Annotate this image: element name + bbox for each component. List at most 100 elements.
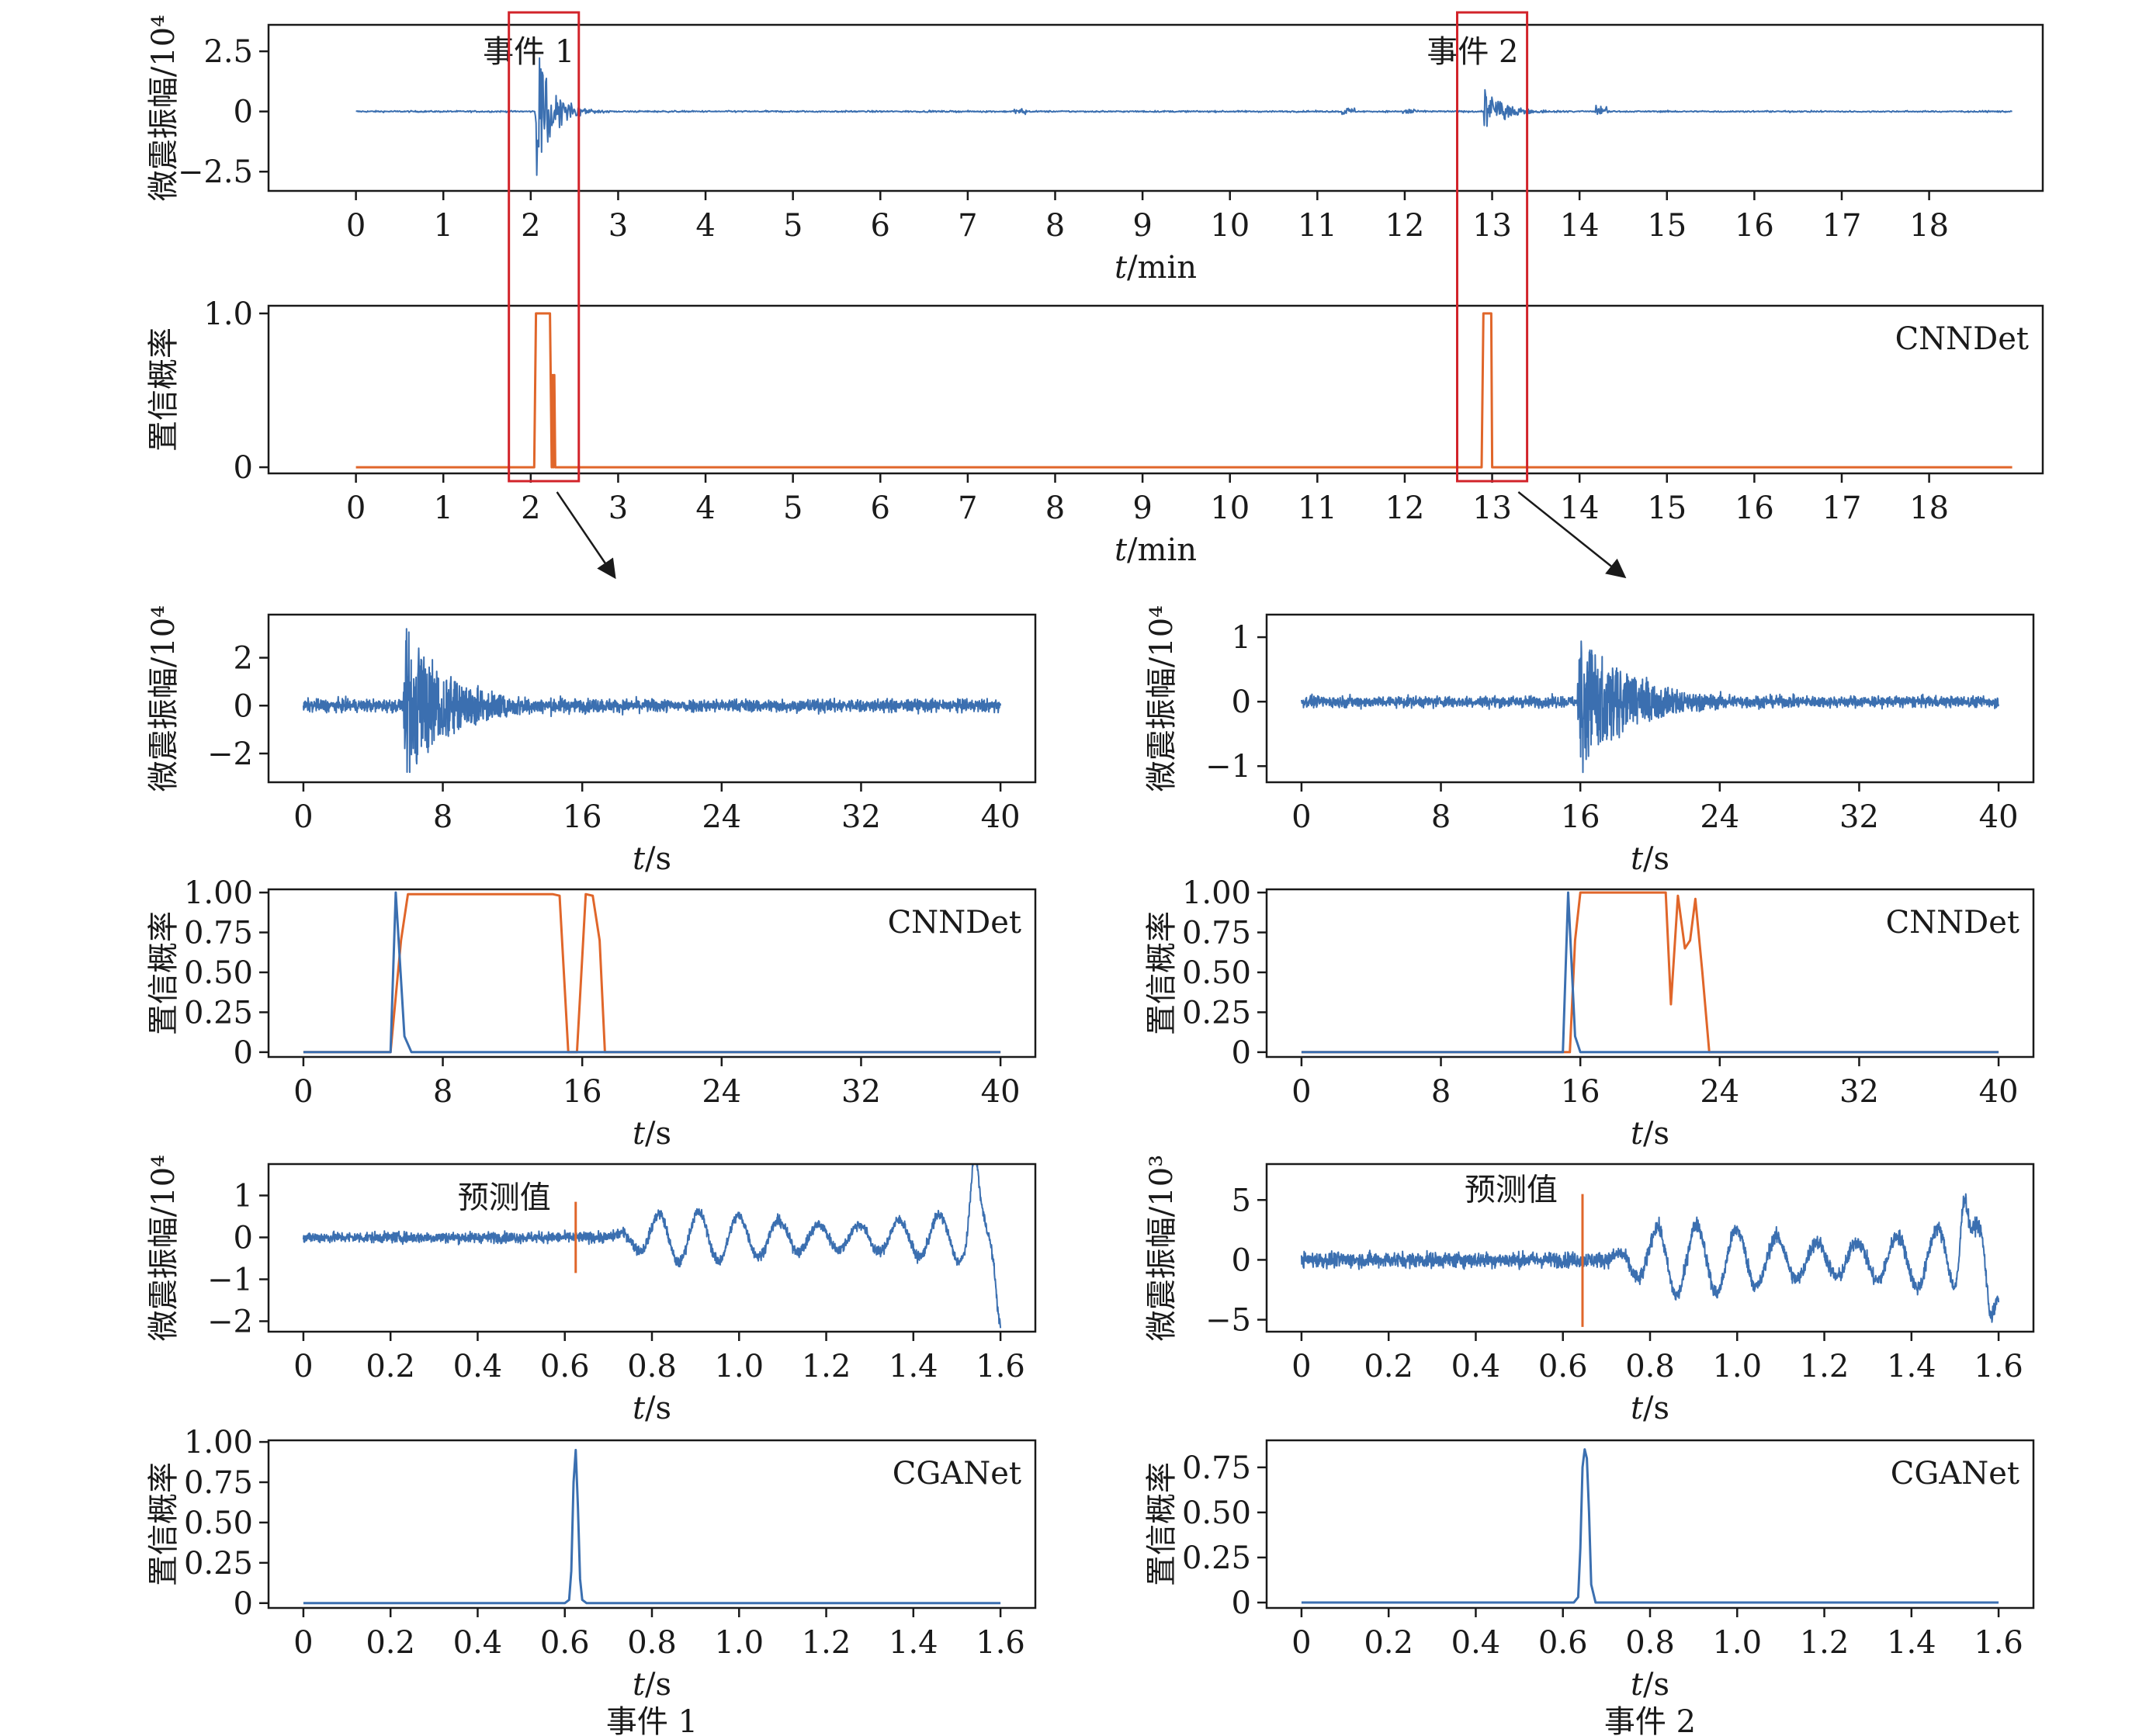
x-axis-label: t/s [1631, 841, 1669, 877]
x-tick-label: 5 [783, 208, 803, 244]
panel-caption: 事件 2 [1604, 1704, 1696, 1736]
y-tick-label: −2 [207, 1305, 253, 1340]
y-axis-label: 微震振幅/10⁴ [146, 15, 182, 201]
x-axis-label: t/s [633, 1667, 671, 1703]
x-tick-label: 24 [1700, 1074, 1739, 1110]
x-tick-label: 32 [841, 799, 881, 835]
x-tick-label: 24 [702, 1074, 741, 1110]
plot-frame [267, 613, 1037, 784]
series-line [1301, 891, 1999, 1054]
y-tick-label: 0 [234, 450, 253, 486]
plot-frame [267, 304, 2044, 475]
x-tick-label: 40 [1979, 799, 2019, 835]
y-tick-label: 0 [1232, 1585, 1251, 1621]
x-tick-label: 0.8 [1625, 1349, 1675, 1384]
x-tick-label: 0.8 [1625, 1625, 1675, 1661]
x-tick-label: 1.4 [889, 1625, 938, 1661]
x-tick-label: 0 [346, 490, 366, 526]
x-axis-var: t [1631, 1667, 1644, 1703]
y-tick-label: 0.25 [1182, 995, 1251, 1031]
zoom-arrow [1517, 491, 1627, 579]
series-line [302, 628, 1002, 774]
x-axis-unit: /min [1127, 532, 1197, 568]
x-tick-label: 0 [1291, 799, 1311, 835]
x-axis-var: t [633, 1116, 646, 1152]
x-tick-label: 0 [346, 208, 366, 244]
series-line [1300, 1193, 2000, 1323]
y-tick-label: 1 [1232, 620, 1251, 656]
plot-frame [267, 23, 2044, 192]
x-tick-label: 12 [1385, 208, 1424, 244]
x-tick-label: 0 [293, 1349, 313, 1384]
x-tick-label: 0.2 [1364, 1625, 1413, 1661]
event-highlight-box [508, 11, 581, 483]
x-tick-label: 0 [1291, 1349, 1311, 1384]
x-axis-label: t/s [633, 1116, 671, 1152]
x-tick-label: 24 [702, 799, 741, 835]
x-tick-label: 16 [563, 799, 602, 835]
y-tick-label: 0.75 [1182, 916, 1251, 951]
x-axis-label: t/s [1631, 1667, 1669, 1703]
y-axis-label: 微震振幅/10⁴ [146, 605, 182, 792]
x-axis-label: t/s [633, 841, 671, 877]
x-axis-unit: /min [1127, 250, 1197, 286]
x-tick-label: 0 [1291, 1074, 1311, 1110]
y-tick-label: 0 [234, 1035, 253, 1071]
series-line [303, 1449, 1001, 1605]
y-axis-label: 微震振幅/10⁴ [1144, 605, 1180, 792]
x-tick-label: 1.6 [1974, 1349, 2023, 1384]
x-tick-label: 0 [293, 1074, 313, 1110]
x-tick-label: 4 [695, 208, 715, 244]
x-axis-label: t/s [633, 1391, 671, 1426]
event2-wave-chart: 0 8 16 24 32 40 −1 0 1 t/s 微震振幅/10⁴ [1144, 605, 2035, 877]
event-annotation: 事件 1 [483, 34, 574, 70]
x-tick-label: 0.8 [627, 1349, 677, 1384]
x-tick-label: 0.2 [1364, 1349, 1413, 1384]
x-tick-label: 12 [1385, 490, 1424, 526]
event1-conf-chart: 0 8 16 24 32 40 0 0.25 0.50 0.75 1.00 t/s 置信概率 CNNDet [146, 875, 1037, 1152]
x-tick-label: 16 [1735, 208, 1774, 244]
y-tick-label: 0.75 [184, 1465, 253, 1501]
x-axis-var: t [1115, 250, 1128, 286]
event1-zoom-conf-chart: 0 0.2 0.4 0.6 0.8 1.0 1.2 1.4 1.6 0 0.25 0.50 0.75 1.… [146, 1425, 1037, 1736]
series-line [303, 891, 1001, 1054]
x-tick-label: 0.4 [1451, 1625, 1501, 1661]
y-tick-label: 2 [234, 641, 253, 677]
x-tick-label: 1 [433, 208, 452, 244]
x-tick-label: 40 [981, 1074, 1021, 1110]
y-tick-label: 0.75 [184, 916, 253, 951]
y-tick-label: 1.00 [184, 1425, 253, 1461]
panel-caption: 事件 1 [606, 1704, 698, 1736]
event2-zoom-wave-chart: 预测值 0 0.2 0.4 0.6 0.8 1.0 1.2 1.4 1.6 −5 0 5 t/s 微震振幅/… [1144, 1155, 2035, 1426]
y-tick-label: 0 [234, 1586, 253, 1622]
x-axis-label: t/min [1115, 532, 1197, 568]
x-axis-var: t [1631, 1116, 1644, 1152]
x-tick-label: 17 [1822, 208, 1862, 244]
x-axis-unit: /s [645, 1391, 671, 1426]
x-tick-label: 18 [1909, 490, 1949, 526]
x-tick-label: 8 [433, 799, 452, 835]
x-tick-label: 1.2 [1800, 1625, 1850, 1661]
x-tick-label: 14 [1560, 208, 1600, 244]
x-axis-unit: /s [645, 841, 671, 877]
x-tick-label: 8 [1045, 208, 1065, 244]
y-axis-label: 置信概率 [146, 1462, 182, 1586]
x-tick-label: 0 [293, 799, 313, 835]
event2-zoom-conf-chart: 0 0.2 0.4 0.6 0.8 1.0 1.2 1.4 1.6 0 0.25 0.50 0.75 t/… [1144, 1439, 2035, 1736]
x-axis-unit: /s [1643, 1116, 1669, 1152]
y-axis-label: 微震振幅/10³ [1144, 1155, 1180, 1341]
y-tick-label: 1.00 [1182, 875, 1251, 911]
pick-label: 预测值 [1465, 1173, 1558, 1208]
series-line [1301, 1448, 1999, 1604]
zoom-arrow [556, 491, 616, 580]
y-axis-label: 置信概率 [146, 327, 182, 452]
x-tick-label: 1.2 [1800, 1349, 1850, 1384]
x-tick-label: 15 [1647, 490, 1687, 526]
x-tick-label: 3 [608, 208, 628, 244]
x-tick-label: 0.2 [366, 1349, 415, 1384]
event1-wave-chart: 0 8 16 24 32 40 −2 0 2 t/s 微震振幅/10⁴ [146, 605, 1037, 877]
x-tick-label: 24 [1700, 799, 1739, 835]
x-tick-label: 10 [1210, 490, 1250, 526]
y-tick-label: −5 [1205, 1303, 1251, 1339]
y-tick-label: 0.25 [184, 1546, 253, 1582]
